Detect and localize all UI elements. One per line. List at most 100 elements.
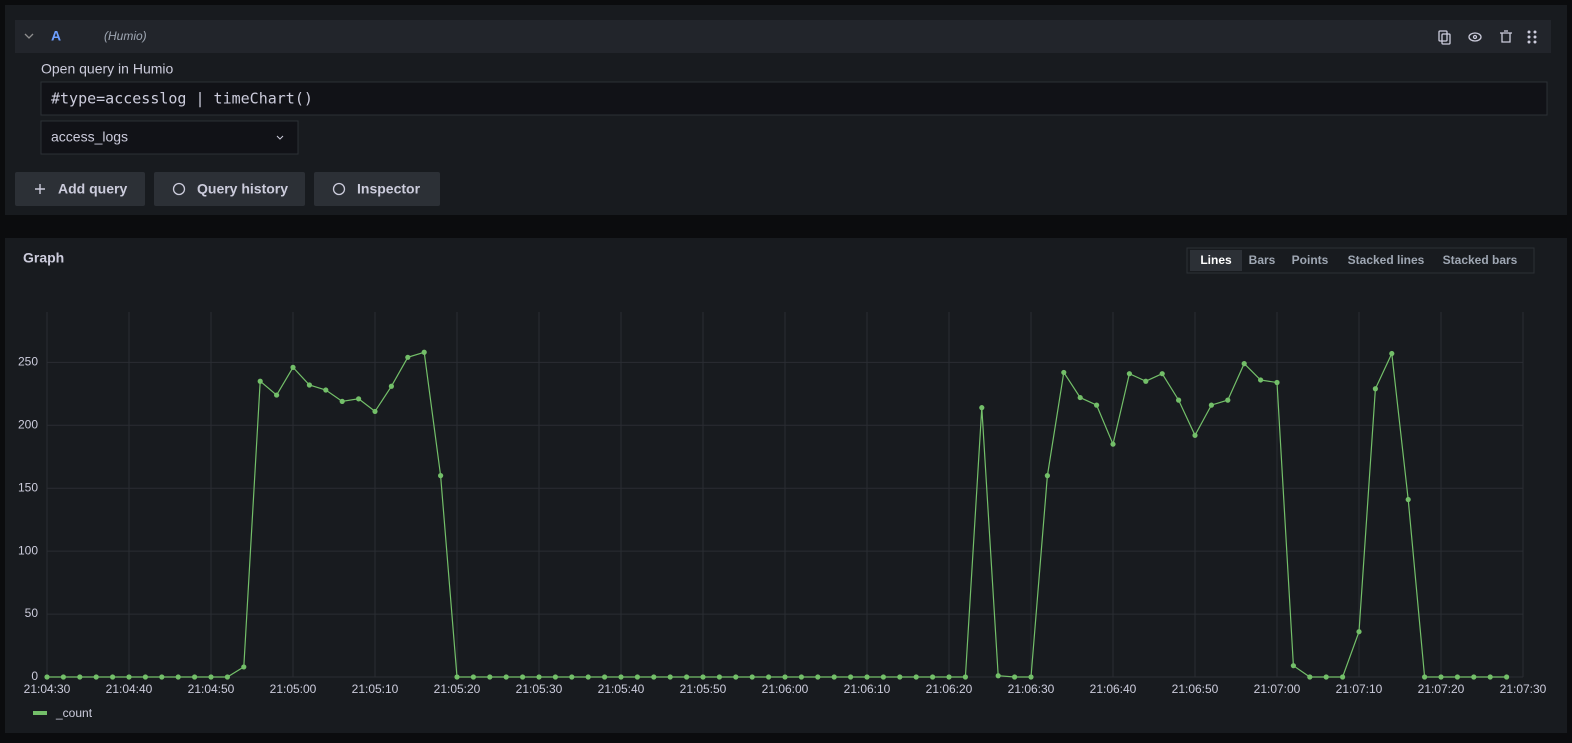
data-point	[1061, 369, 1067, 376]
data-point	[1307, 674, 1313, 680]
x-tick-label: 21:07:30	[1500, 682, 1547, 696]
data-point	[224, 674, 230, 680]
data-point	[913, 674, 919, 680]
data-point	[405, 354, 411, 360]
data-point	[1258, 377, 1264, 383]
data-point	[1356, 629, 1362, 635]
data-point	[1290, 663, 1296, 669]
datasource-name: (Humio)	[104, 29, 147, 43]
query-header[interactable]	[15, 20, 1551, 53]
view-mode-active[interactable]	[1190, 250, 1242, 271]
inspector-button[interactable]	[314, 172, 440, 206]
data-point	[569, 674, 575, 680]
data-line	[47, 351, 1507, 678]
x-tick-label: 21:07:10	[1336, 682, 1383, 696]
view-mode[interactable]: Points	[1292, 253, 1329, 267]
button-label: Add query	[58, 181, 127, 197]
data-point	[1471, 674, 1477, 680]
repository-select[interactable]	[40, 120, 299, 155]
query-history-button[interactable]	[154, 172, 305, 206]
data-point	[520, 674, 526, 680]
data-point	[1044, 473, 1050, 479]
view-mode-group	[1186, 247, 1535, 274]
x-tick-label: 21:05:30	[516, 682, 563, 696]
data-point	[1274, 379, 1280, 386]
data-point	[1094, 402, 1100, 408]
x-tick-label: 21:06:30	[1008, 682, 1055, 696]
data-point	[1012, 674, 1018, 680]
view-mode[interactable]: Stacked lines	[1348, 253, 1425, 267]
data-point	[962, 674, 969, 680]
drag-handle[interactable]	[1527, 30, 1537, 44]
data-point	[208, 674, 214, 680]
data-point	[257, 378, 263, 384]
open-link[interactable]: Open query in Humio	[41, 61, 174, 77]
data-point	[1454, 674, 1460, 680]
data-point	[536, 674, 542, 680]
data-point	[60, 674, 66, 680]
x-tick-label: 21:06:00	[762, 682, 809, 696]
x-tick-label: 21:06:40	[1090, 682, 1137, 696]
data-point	[651, 674, 657, 680]
data-point	[880, 674, 887, 680]
x-tick-label: 21:04:30	[24, 682, 71, 696]
data-point	[585, 674, 591, 680]
data-point	[618, 674, 624, 680]
view-mode[interactable]: Lines	[1200, 253, 1232, 267]
data-point	[454, 674, 460, 680]
data-point	[421, 349, 427, 355]
data-point	[126, 674, 132, 680]
view-mode[interactable]: Stacked bars	[1443, 253, 1518, 267]
collapse-icon[interactable]	[24, 33, 34, 39]
query-text: #type=accesslog | timeChart()	[51, 90, 313, 108]
add-query-button[interactable]	[15, 172, 145, 206]
data-point	[1405, 496, 1411, 503]
x-tick-label: 21:05:40	[598, 682, 645, 696]
data-point	[831, 674, 837, 680]
data-point	[1159, 371, 1165, 377]
plus-icon	[35, 184, 45, 194]
x-tick-label: 21:05:20	[434, 682, 481, 696]
data-point	[864, 674, 870, 680]
data-point	[1225, 397, 1231, 403]
data-point	[274, 392, 280, 398]
data-point	[798, 674, 805, 680]
data-point	[1422, 674, 1428, 680]
data-point	[979, 405, 985, 411]
x-tick-label: 21:05:10	[352, 682, 399, 696]
graph-panel	[5, 238, 1567, 733]
data-point	[93, 674, 99, 680]
data-point	[306, 382, 312, 388]
data-point	[192, 674, 198, 680]
x-tick-label: 21:06:20	[926, 682, 973, 696]
legend-label[interactable]: _count	[55, 706, 93, 720]
data-point	[602, 674, 608, 680]
data-point	[1176, 397, 1182, 403]
y-tick-label: 0	[31, 669, 38, 683]
data-point	[733, 674, 739, 680]
data-point	[700, 674, 706, 680]
view-mode[interactable]: Bars	[1249, 253, 1276, 267]
repository-name: access_logs	[51, 129, 128, 145]
data-point	[1208, 402, 1214, 408]
button-label: Query history	[197, 181, 288, 197]
data-point	[1372, 386, 1378, 392]
data-point	[946, 674, 952, 680]
data-point	[175, 674, 181, 680]
data-point	[503, 674, 509, 680]
data-point	[1126, 371, 1132, 377]
data-point	[110, 674, 116, 680]
data-point	[1143, 378, 1149, 384]
y-tick-label: 150	[18, 480, 38, 494]
data-point	[848, 674, 854, 680]
y-tick-label: 200	[18, 417, 38, 431]
data-point	[438, 473, 444, 479]
header-icons[interactable]	[1438, 30, 1512, 45]
data-point	[995, 673, 1001, 679]
data-point	[323, 387, 329, 393]
info-icon	[332, 182, 346, 196]
data-point	[815, 674, 821, 680]
x-tick-label: 21:05:50	[680, 682, 727, 696]
query-input[interactable]	[40, 81, 1548, 116]
